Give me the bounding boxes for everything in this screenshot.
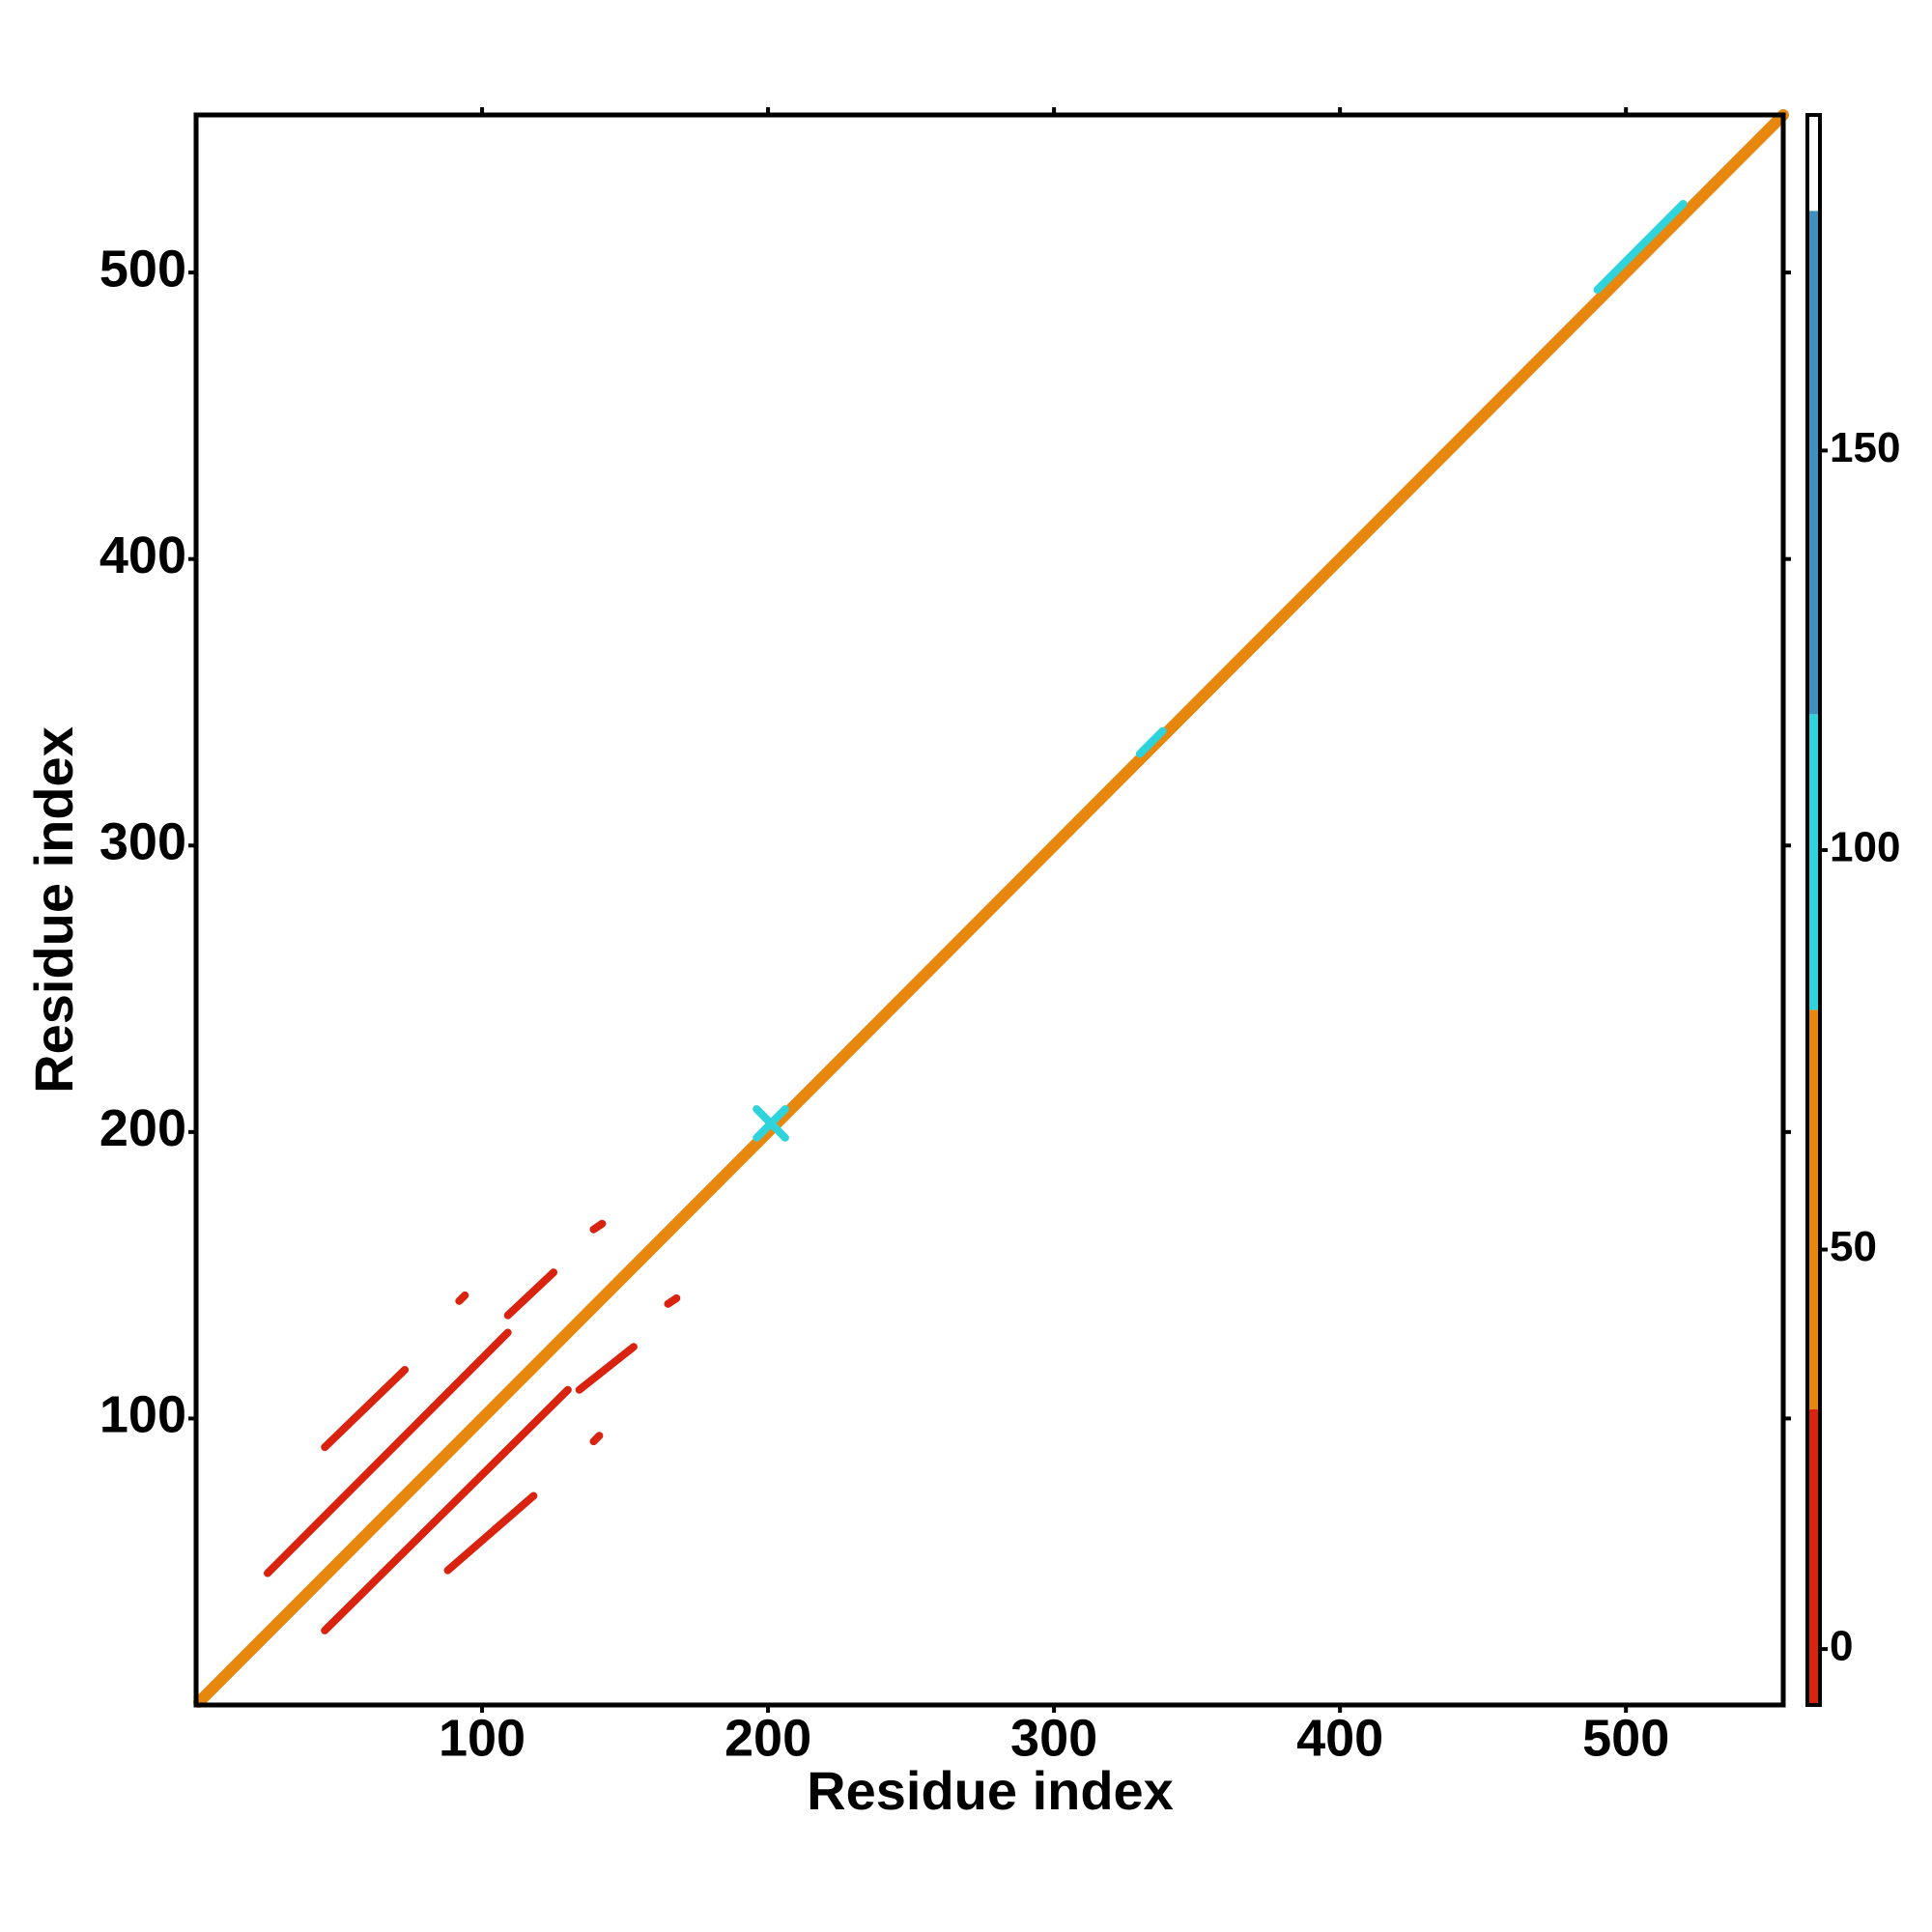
y-tick-label: 200 (99, 1099, 186, 1157)
contact-band (264, 1328, 512, 1577)
colorbar-bin (1807, 714, 1820, 1010)
x-tick-label: 100 (439, 1709, 526, 1767)
x-tick-label: 300 (1010, 1709, 1097, 1767)
x-tick-label: 500 (1582, 1709, 1669, 1767)
contact-band (1135, 726, 1167, 758)
contact-band (443, 1492, 538, 1575)
colorbar-bin (1807, 1408, 1820, 1705)
contact-band (455, 1291, 469, 1305)
colorbar-bin (1807, 115, 1820, 212)
contact-band (664, 1293, 681, 1308)
colorbar-tick-label: 150 (1830, 424, 1900, 471)
colorbar-tick-label: 50 (1830, 1223, 1877, 1270)
contact-band (1593, 199, 1688, 294)
contact-band (321, 1385, 572, 1634)
y-tick-label: 500 (99, 240, 186, 298)
colorbar-bin (1807, 211, 1820, 715)
colorbar-bin (1807, 1009, 1820, 1409)
x-tick-label: 200 (724, 1709, 811, 1767)
contact-band (321, 1366, 410, 1452)
contact-band (192, 109, 1789, 1709)
y-tick-label: 300 (99, 813, 186, 871)
contact-band (589, 1432, 604, 1446)
contact-band (575, 1343, 638, 1394)
contact-band (503, 1268, 558, 1320)
contact-band (589, 1219, 607, 1234)
y-axis-title: Residue index (23, 726, 84, 1094)
y-tick-label: 400 (99, 526, 186, 584)
x-axis-title: Residue index (807, 1760, 1174, 1821)
plot-frame (193, 112, 1786, 1708)
x-tick-label: 400 (1296, 1709, 1383, 1767)
colorbar-tick-label: 100 (1830, 824, 1900, 871)
colorbar-tick-label: 0 (1830, 1623, 1853, 1670)
colorbar-frame (1805, 113, 1822, 1707)
y-tick-label: 100 (99, 1386, 186, 1444)
contact-band (753, 1105, 789, 1142)
